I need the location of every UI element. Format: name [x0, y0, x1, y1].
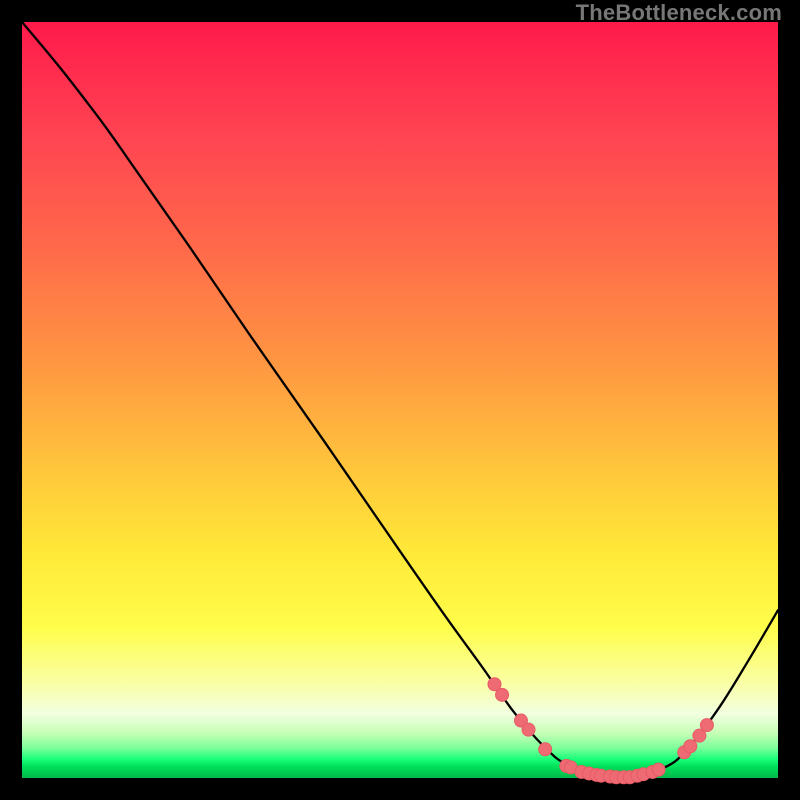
- plot-area: [22, 22, 778, 778]
- curve-marker: [496, 688, 509, 701]
- bottleneck-curve-chart: [0, 0, 800, 800]
- chart-root: TheBottleneck.com: [0, 0, 800, 800]
- curve-marker: [684, 740, 697, 753]
- curve-marker: [700, 719, 713, 732]
- curve-marker: [652, 763, 665, 776]
- curve-marker: [539, 743, 552, 756]
- curve-marker: [522, 723, 535, 736]
- watermark-text: TheBottleneck.com: [576, 0, 782, 26]
